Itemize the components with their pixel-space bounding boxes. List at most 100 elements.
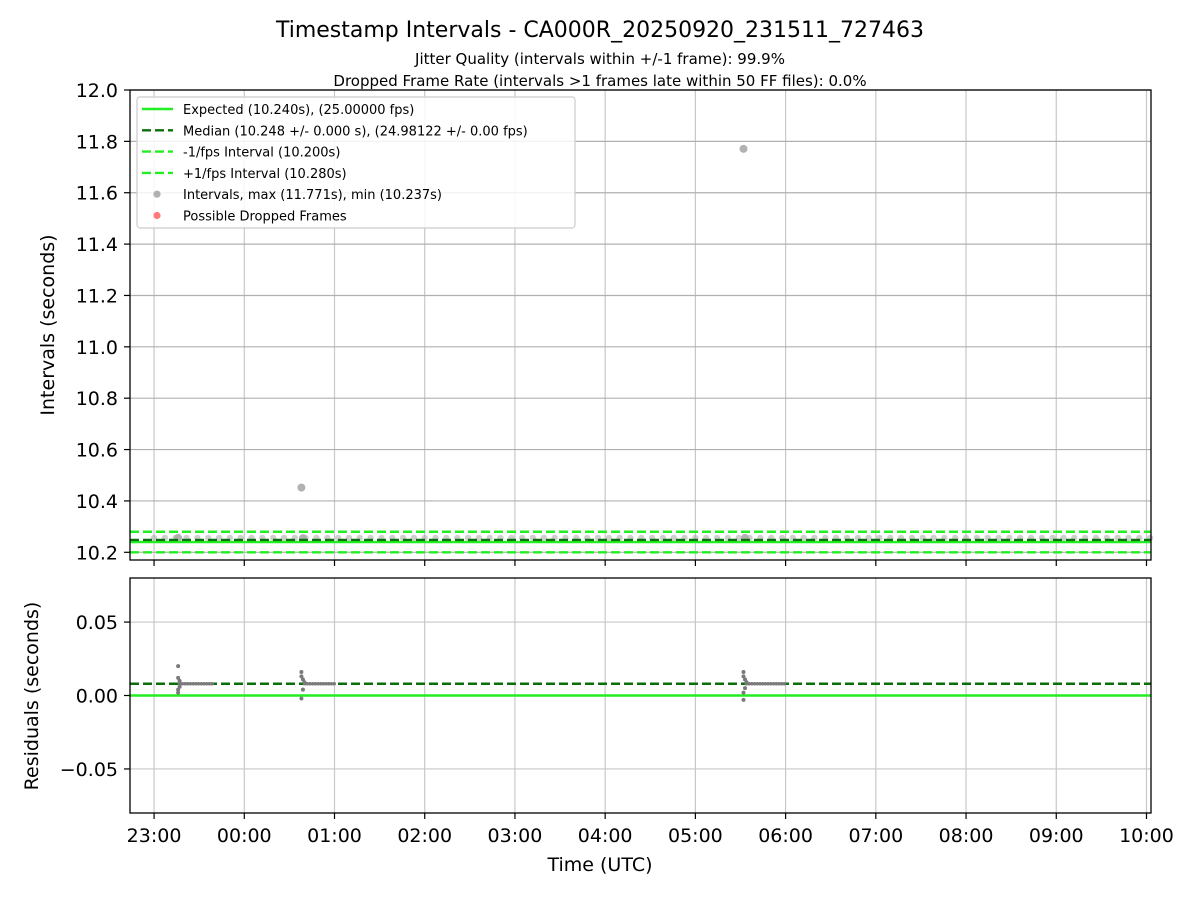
y-axis-label: Residuals (seconds)	[21, 602, 43, 791]
residual-point	[199, 681, 204, 686]
y-tick-label: −0.05	[60, 759, 118, 781]
interval-point	[215, 534, 223, 542]
interval-point	[670, 534, 677, 542]
legend-dot-swatch	[153, 190, 161, 198]
residual-point	[177, 678, 182, 683]
residual-point	[176, 690, 181, 695]
residual-point	[300, 677, 305, 682]
residual-point	[774, 681, 779, 686]
residual-point	[332, 681, 337, 686]
residual-point	[326, 681, 331, 686]
x-tick-label: 03:00	[488, 825, 543, 847]
interval-point	[800, 534, 807, 542]
chart-subtitle-dropped: Dropped Frame Rate (intervals >1 frames …	[333, 72, 866, 90]
residual-point	[202, 681, 206, 686]
x-tick-label: 09:00	[1029, 825, 1084, 847]
residual-point	[177, 684, 182, 689]
residual-point	[176, 675, 181, 680]
residual-point	[741, 690, 746, 695]
y-tick-label: 11.6	[76, 183, 118, 205]
residual-point	[782, 681, 787, 686]
x-tick-label: 04:00	[578, 825, 633, 847]
residual-point	[185, 681, 190, 686]
residuals-panel: −0.05 0.00 0.05 23:00 00:00 01:00 02:00 03:00 04…	[21, 577, 1174, 876]
legend-label: +1/fps Interval (10.280s)	[183, 167, 347, 182]
y-axis-label: Intervals (seconds)	[37, 234, 59, 415]
interval-point	[739, 144, 748, 153]
residual-point	[313, 681, 318, 686]
residual-point	[769, 681, 773, 686]
residual-point	[741, 674, 746, 679]
interval-point	[345, 534, 353, 542]
residual-point	[760, 681, 765, 686]
x-tick-label: 06:00	[758, 825, 813, 847]
interval-point	[410, 534, 418, 542]
x-tick-label: 05:00	[668, 825, 723, 847]
legend-label: Possible Dropped Frames	[183, 210, 347, 225]
residual-point	[310, 681, 315, 686]
residual-point	[771, 681, 776, 686]
y-tick-label: 10.6	[76, 440, 118, 462]
residual-point	[316, 681, 320, 686]
residual-point	[176, 687, 181, 692]
residual-point	[194, 681, 198, 686]
residual-point	[752, 681, 757, 686]
legend-label: Intervals, max (11.771s), min (10.237s)	[183, 188, 442, 203]
residual-point	[188, 681, 193, 686]
residual-point	[299, 670, 304, 674]
x-tick-label: 01:00	[307, 825, 362, 847]
y-tick-label: 12.0	[76, 80, 118, 102]
residual-point	[777, 681, 781, 686]
legend-label: -1/fps Interval (10.200s)	[183, 146, 340, 161]
residual-point	[302, 680, 307, 685]
residual-point	[329, 681, 334, 686]
residual-point	[741, 670, 746, 674]
residual-point	[743, 686, 748, 691]
residual-point	[755, 681, 760, 686]
residual-point	[766, 681, 770, 686]
residual-point	[741, 697, 746, 702]
residual-point	[758, 681, 762, 686]
residual-point	[300, 687, 305, 692]
legend-box	[136, 96, 576, 229]
x-tick-label: 00:00	[217, 825, 272, 847]
chart-subtitle-jitter: Jitter Quality (intervals within +/-1 fr…	[414, 50, 785, 68]
interval-point	[280, 534, 288, 542]
residual-point	[744, 680, 749, 685]
residual-point	[299, 696, 304, 701]
y-tick-label: 11.4	[76, 234, 118, 256]
chart-legend: Expected (10.240s), (25.00000 fps) Median…	[136, 96, 576, 229]
x-tick-label: 08:00	[939, 825, 994, 847]
y-tick-label: 0.00	[76, 686, 118, 708]
residual-point	[191, 681, 195, 686]
x-tick-label: 10:00	[1119, 825, 1174, 847]
residual-point	[176, 664, 181, 669]
residual-point	[196, 681, 201, 686]
residual-point	[321, 681, 326, 686]
y-tick-label: 11.2	[76, 285, 118, 307]
y-tick-label: 0.05	[76, 612, 118, 634]
residual-point	[743, 677, 748, 682]
residual-point	[318, 681, 323, 686]
interval-point	[297, 483, 306, 492]
residual-point	[324, 681, 328, 686]
interval-point	[865, 534, 872, 542]
residual-point	[204, 681, 209, 686]
chart-title: Timestamp Intervals - CA000R_20250920_23…	[275, 18, 924, 43]
intervals-axes-frame	[129, 89, 1152, 561]
residual-point	[779, 681, 784, 686]
x-tick-label: 23:00	[127, 825, 182, 847]
interval-point	[475, 534, 483, 542]
legend-label: Median (10.248 +/- 0.000 s), (24.98122 +…	[183, 124, 528, 139]
residual-point	[763, 681, 768, 686]
x-tick-label: 02:00	[397, 825, 452, 847]
residual-point	[180, 681, 185, 686]
residual-point	[750, 681, 754, 686]
residual-point	[183, 681, 187, 686]
y-tick-label: 11.0	[76, 337, 118, 359]
interval-point	[540, 534, 548, 542]
y-tick-label: 10.2	[76, 542, 118, 564]
x-axis-label: Time (UTC)	[546, 854, 652, 876]
